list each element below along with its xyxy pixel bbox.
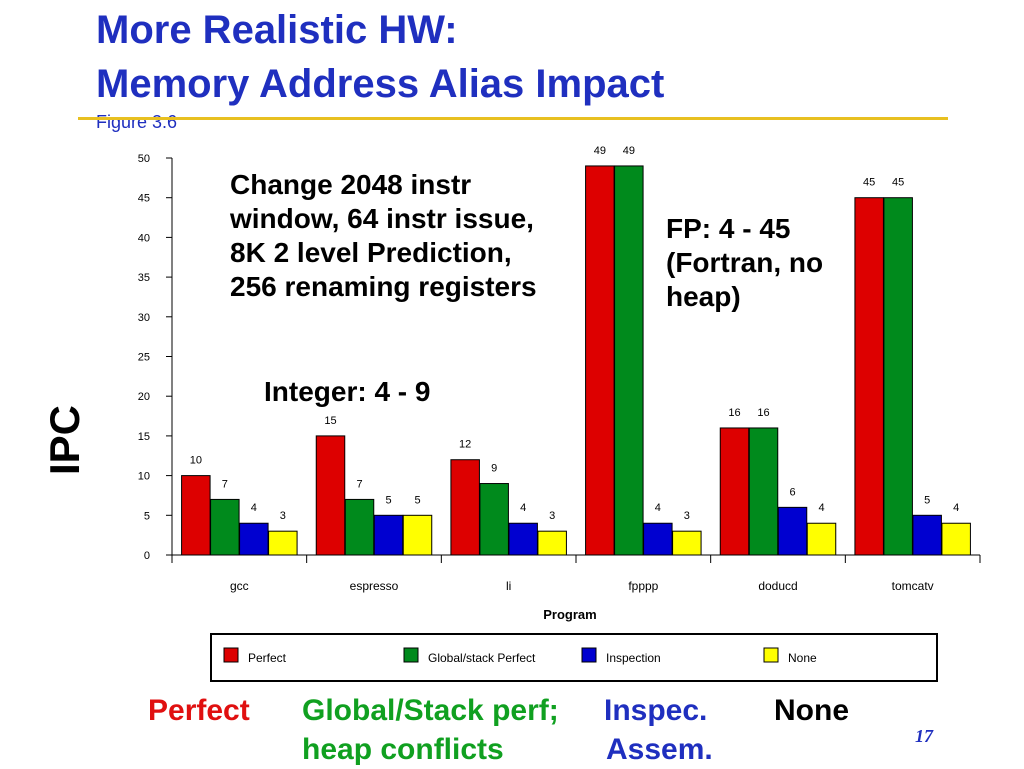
bar-tomcatv-0 — [854, 197, 884, 556]
bar-fpppp-2 — [643, 522, 673, 556]
bar-fpppp-0 — [585, 165, 615, 556]
x-category-label: li — [506, 579, 511, 593]
title-rule — [78, 117, 948, 120]
legend-swatch — [223, 647, 239, 663]
bar-data-label: 45 — [892, 177, 904, 189]
bar-data-label: 5 — [924, 494, 930, 506]
footer-none: None — [774, 694, 849, 727]
bar-data-label: 15 — [324, 415, 336, 427]
bar-data-label: 5 — [414, 494, 420, 506]
legend-swatch — [763, 647, 779, 663]
legend-label: Global/stack Perfect — [428, 651, 536, 665]
fp-range-annotation: FP: 4 - 45 (Fortran, no heap) — [666, 213, 824, 312]
bar-doducd-0 — [719, 427, 750, 556]
bar-data-label: 4 — [818, 502, 824, 514]
bar-doducd-1 — [748, 427, 779, 556]
x-axis-title: Program — [543, 607, 596, 622]
bar-data-label: 49 — [623, 145, 635, 157]
bar-doducd-2 — [777, 506, 808, 556]
bar-data-label: 4 — [953, 502, 959, 514]
legend-box — [210, 633, 938, 682]
bar-data-label: 9 — [491, 463, 497, 475]
legend-label: None — [788, 651, 817, 665]
bar-gcc-1 — [210, 498, 240, 556]
page-number: 17 — [915, 726, 933, 746]
bar-espresso-2 — [373, 514, 404, 556]
y-tick-label: 15 — [138, 431, 150, 443]
y-tick-label: 40 — [138, 232, 150, 244]
footer-inspec-line2: Assem. — [606, 733, 713, 766]
bar-data-label: 10 — [190, 455, 202, 467]
x-category-label: espresso — [350, 579, 399, 593]
integer-range-annotation: Integer: 4 - 9 — [264, 376, 431, 407]
bar-li-3 — [537, 530, 567, 556]
bar-data-label: 7 — [222, 478, 228, 490]
slide-title-line1: More Realistic HW: — [96, 8, 458, 52]
y-tick-label: 30 — [138, 312, 150, 324]
y-tick-label: 45 — [138, 193, 150, 205]
bar-data-label: 3 — [684, 510, 690, 522]
bar-fpppp-1 — [614, 165, 644, 556]
bar-data-label: 3 — [280, 510, 286, 522]
config-annotation: Change 2048 instr window, 64 instr issue… — [230, 169, 537, 302]
legend-label: Inspection — [606, 651, 661, 665]
x-category-label: fpppp — [628, 579, 658, 593]
legend-label: Perfect — [248, 651, 287, 665]
bar-tomcatv-1 — [883, 197, 913, 556]
x-category-label: tomcatv — [892, 579, 934, 593]
bar-data-label: 4 — [251, 502, 257, 514]
y-tick-label: 50 — [138, 153, 150, 165]
y-tick-label: 20 — [138, 391, 150, 403]
bar-data-label: 5 — [385, 494, 391, 506]
bar-gcc-0 — [181, 475, 211, 556]
x-category-label: doducd — [758, 579, 797, 593]
bar-doducd-3 — [806, 522, 837, 556]
y-tick-label: 35 — [138, 272, 150, 284]
bar-data-label: 4 — [655, 502, 661, 514]
y-tick-label: 10 — [138, 471, 150, 483]
bar-li-2 — [508, 522, 538, 556]
bar-espresso-1 — [344, 498, 375, 556]
bar-espresso-3 — [402, 514, 433, 556]
bar-data-label: 45 — [863, 177, 875, 189]
bar-gcc-3 — [268, 530, 298, 556]
bar-fpppp-3 — [672, 530, 702, 556]
footer-global-line1: Global/Stack perf; — [302, 694, 559, 727]
footer-global-line2: heap conflicts — [302, 733, 504, 766]
bar-tomcatv-3 — [941, 522, 971, 556]
bar-data-label: 6 — [789, 486, 795, 498]
ipc-axis-label: IPC — [41, 404, 88, 475]
x-category-label: gcc — [230, 579, 249, 593]
y-tick-label: 5 — [144, 510, 150, 522]
slide-title-line2: Memory Address Alias Impact — [96, 62, 665, 106]
bar-tomcatv-2 — [912, 514, 942, 556]
bar-data-label: 12 — [459, 439, 471, 451]
y-tick-label: 0 — [144, 550, 150, 562]
bar-data-label: 7 — [356, 478, 362, 490]
bar-li-1 — [479, 483, 509, 556]
bar-data-label: 16 — [728, 407, 740, 419]
bar-data-label: 4 — [520, 502, 526, 514]
y-tick-label: 25 — [138, 352, 150, 364]
footer-inspec-line1: Inspec. — [604, 694, 708, 727]
bar-data-label: 3 — [549, 510, 555, 522]
bar-data-label: 49 — [594, 145, 606, 157]
bar-data-label: 16 — [757, 407, 769, 419]
bar-li-0 — [450, 459, 480, 556]
footer-perfect: Perfect — [148, 694, 250, 727]
legend-swatch — [581, 647, 597, 663]
legend-swatch — [403, 647, 419, 663]
bar-espresso-0 — [315, 435, 346, 556]
bar-gcc-2 — [239, 522, 269, 556]
